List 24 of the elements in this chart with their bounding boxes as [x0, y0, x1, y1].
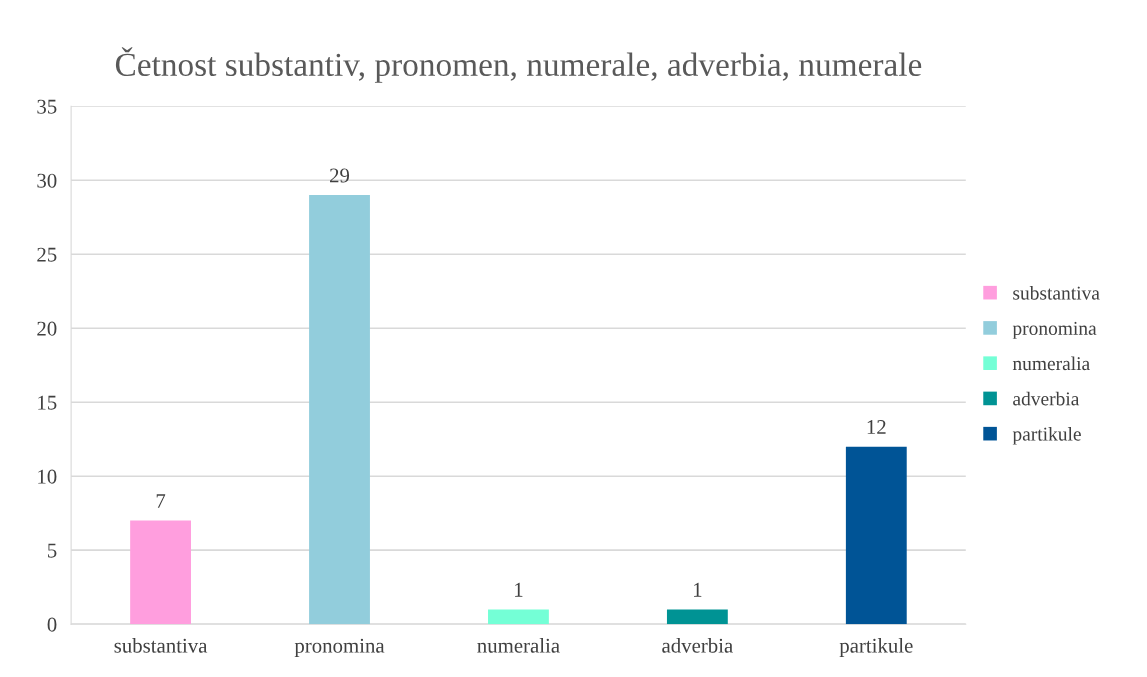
- y-tick-label: 10: [38, 469, 57, 484]
- data-label: 1: [694, 582, 702, 597]
- data-label: 1: [515, 582, 523, 597]
- x-tick-label: partikule: [839, 638, 913, 657]
- chart-title: Četnost substantiv, pronomen, numerale, adverbia, numerale: [115, 47, 922, 83]
- x-tick-label: pronomina: [294, 638, 385, 657]
- data-label: 12: [867, 420, 886, 434]
- y-tick-label: 25: [37, 247, 57, 262]
- x-tick-label: adverbia: [662, 638, 733, 653]
- x-tick-label: substantiva: [114, 638, 208, 653]
- y-tick-label: 30: [37, 173, 57, 188]
- y-tick-label: 5: [48, 543, 57, 558]
- x-tick-label: numeralia: [477, 638, 560, 653]
- y-tick-label: 20: [37, 321, 57, 336]
- y-tick-label: 0: [47, 617, 57, 632]
- legend-label: substantiva: [1013, 285, 1100, 300]
- legend-label: adverbia: [1013, 391, 1080, 406]
- y-tick-label: 15: [38, 395, 57, 410]
- data-label: 7: [156, 494, 166, 508]
- legend-label: numeralia: [1012, 356, 1090, 371]
- legend-label: pronomina: [1012, 321, 1097, 339]
- legend-label: partikule: [1012, 426, 1081, 445]
- y-tick-label: 35: [37, 99, 57, 114]
- data-label: 29: [330, 168, 350, 183]
